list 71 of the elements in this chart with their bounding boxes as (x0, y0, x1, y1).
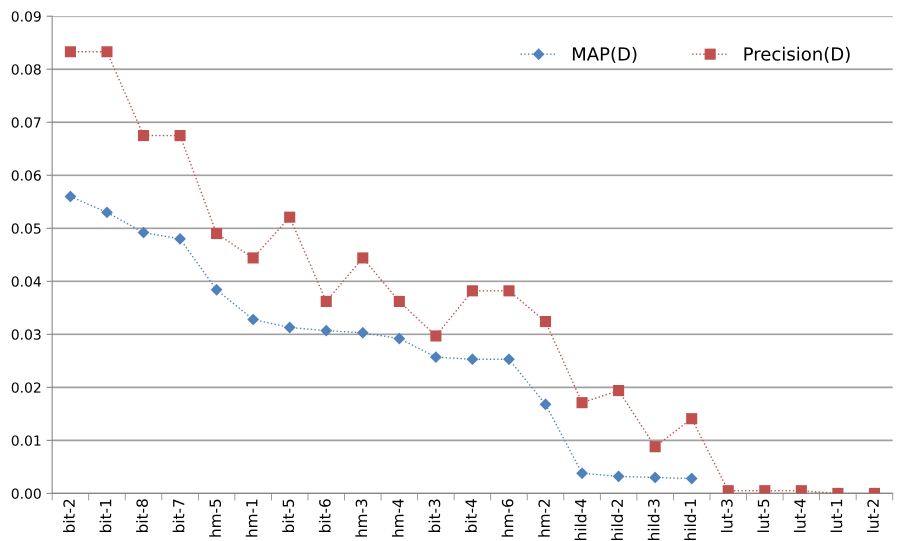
point (613, 470, 624, 482)
point (174, 130, 186, 142)
legend-label: Precision(D) (744, 46, 850, 63)
point (650, 441, 661, 452)
point (101, 206, 113, 218)
point (650, 472, 661, 484)
point (576, 468, 588, 479)
point (357, 327, 368, 338)
x-tick-label: lut-4 (794, 499, 806, 532)
point (466, 285, 478, 296)
x-tick-label: bit-7 (172, 500, 184, 532)
point (503, 354, 515, 365)
point (210, 284, 222, 296)
y-tick-label: 0.01 (12, 435, 40, 446)
x-tick-label: hm-3 (355, 499, 368, 537)
x-tick-label: lut-2 (867, 500, 879, 532)
point (248, 252, 259, 264)
legend-label: MAP(D) (572, 46, 636, 63)
y-tick-label: 0.07 (12, 117, 41, 128)
x-tick-label: bit-3 (428, 499, 440, 532)
point (284, 212, 296, 223)
x-tick-label: hild-4 (574, 499, 586, 540)
point (64, 190, 76, 202)
point (466, 354, 478, 365)
point (138, 130, 150, 142)
x-tick-label: lut-3 (720, 499, 733, 532)
x-tick-label: lut-1 (830, 500, 842, 532)
point (284, 322, 296, 334)
x-tick-label: bit-4 (465, 499, 477, 532)
point (248, 314, 259, 326)
x-tick-label: hm-2 (538, 500, 550, 537)
point (64, 46, 76, 58)
point (576, 397, 588, 408)
point (394, 332, 405, 344)
y-tick-label: 0.08 (12, 64, 41, 75)
y-tick-label: 0.00 (12, 488, 41, 499)
x-tick-label: lut-5 (757, 500, 770, 532)
x-tick-label: hm-4 (392, 499, 404, 537)
point (174, 233, 186, 245)
point (540, 316, 552, 328)
point (540, 398, 552, 410)
point (394, 296, 405, 308)
x-tick-label: bit-8 (136, 499, 148, 532)
point (211, 228, 222, 240)
x-tick-label: bit-6 (318, 499, 331, 532)
point (357, 252, 368, 264)
x-tick-label: hild-1 (684, 500, 696, 540)
point (686, 413, 698, 424)
point (138, 226, 150, 238)
point (503, 285, 515, 296)
x-tick-label: hild-3 (648, 499, 660, 540)
x-tick-label: hm-6 (502, 499, 514, 537)
point (320, 325, 332, 336)
x-tick-label: bit-2 (63, 500, 75, 532)
x-tick-label: bit-5 (282, 500, 294, 532)
y-tick-label: 0.02 (12, 382, 40, 393)
y-tick-label: 0.09 (12, 11, 41, 22)
x-tick-label: bit-1 (100, 500, 112, 532)
y-tick-label: 0.06 (12, 170, 41, 181)
point (430, 330, 442, 342)
point (101, 46, 113, 58)
y-tick-label: 0.04 (12, 276, 41, 287)
point (320, 296, 332, 308)
x-tick-label: hm-1 (246, 500, 258, 537)
point (430, 352, 442, 363)
point (613, 384, 624, 396)
y-tick-label: 0.05 (12, 223, 41, 234)
y-tick-label: 0.03 (12, 329, 41, 340)
x-tick-label: hild-2 (611, 500, 624, 540)
point (686, 472, 698, 484)
x-tick-label: hm-5 (209, 500, 222, 537)
